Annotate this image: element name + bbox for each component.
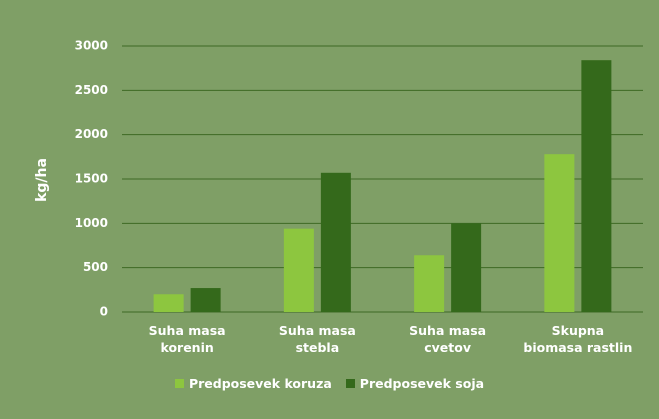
y-tick-label: 2500 (75, 83, 108, 97)
bar (320, 172, 351, 312)
y-tick-label: 500 (83, 260, 108, 274)
y-tick-label: 2000 (75, 127, 108, 141)
y-tick-label: 1500 (75, 172, 108, 186)
x-tick-label: Skupna biomasa rastlin (523, 323, 633, 355)
legend-item: Predposevek koruza (174, 376, 332, 391)
x-tick-label: Suha masa stebla (278, 323, 356, 355)
legend-swatch (174, 379, 184, 388)
legend-item: Predposevek soja (345, 376, 485, 391)
bar (581, 60, 612, 312)
bar (190, 288, 221, 312)
y-tick-label: 1000 (75, 216, 108, 230)
y-axis-label: kg/ha (34, 158, 50, 202)
y-tick-label: 3000 (75, 39, 108, 53)
x-tick-label: Suha masa cvetov (409, 323, 487, 355)
legend-label: Predposevek soja (359, 376, 485, 391)
x-tick-label: Suha masa korenin (148, 323, 226, 355)
bar (544, 154, 575, 312)
y-tick-label: 0 (100, 305, 108, 319)
legend-label: Predposevek koruza (188, 376, 332, 391)
bar (451, 223, 482, 312)
legend: Predposevek koruza Predposevek soja (0, 376, 659, 391)
bar (414, 255, 445, 312)
legend-swatch (345, 379, 355, 388)
bar (283, 228, 314, 312)
bar (153, 294, 184, 312)
